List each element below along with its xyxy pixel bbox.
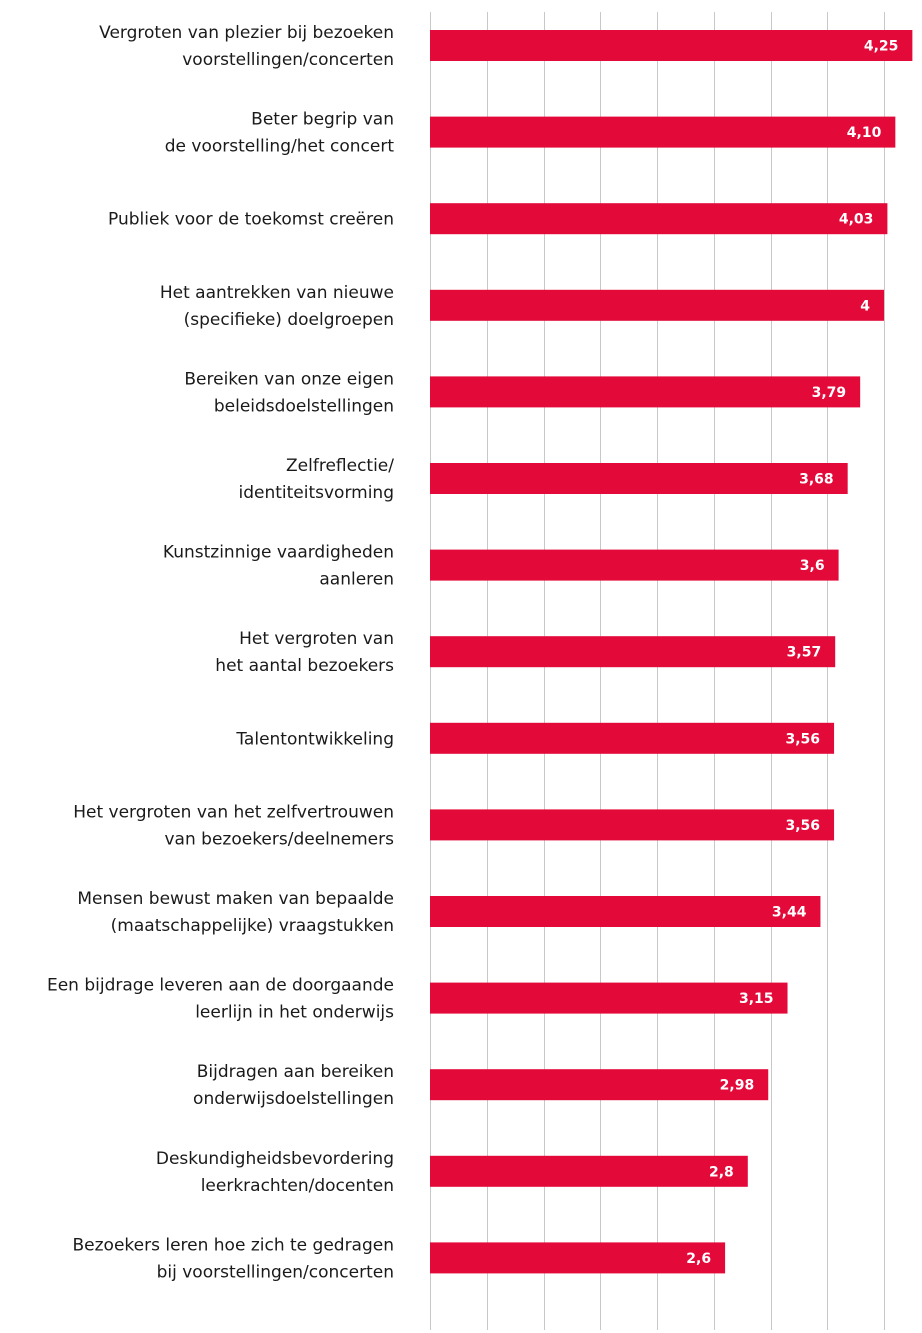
bar [430, 116, 896, 148]
bar [430, 722, 835, 754]
category-label: Het vergroten van het zelfvertrouwen [73, 802, 394, 822]
bar [430, 549, 839, 581]
category-label: Talentontwikkeling [235, 729, 394, 749]
bar-value-label: 4,03 [839, 212, 874, 228]
category-label: leerkrachten/docenten [201, 1176, 394, 1196]
bar [430, 809, 835, 841]
category-label: Een bijdrage leveren aan de doorgaande [47, 976, 394, 996]
category-label: voorstellingen/concerten [182, 50, 394, 70]
bar-value-label: 4 [860, 298, 870, 314]
bar-value-label: 4,25 [864, 39, 899, 55]
category-label: (maatschappelijke) vraagstukken [111, 916, 394, 936]
bar-value-label: 2,98 [720, 1078, 755, 1094]
bar [430, 982, 788, 1014]
category-label: de voorstelling/het concert [165, 137, 395, 157]
bar-value-label: 3,68 [799, 472, 834, 488]
category-label: Het vergroten van [239, 629, 394, 649]
bars: 4,25 4,10 4,03 4 3,79 3,68 3,6 3,57 3,56 3,56 3,44… [430, 30, 913, 1274]
bar-value-label: 3,57 [787, 645, 822, 661]
category-label: Mensen bewust maken van bepaalde [77, 889, 394, 909]
category-label: Bijdragen aan bereiken [197, 1062, 394, 1082]
category-label: Bereiken van onze eigen [184, 369, 394, 389]
category-label: bij voorstellingen/concerten [157, 1262, 394, 1282]
bar-value-label: 3,6 [800, 558, 825, 574]
bar [430, 203, 888, 235]
bar [430, 376, 861, 408]
bar-value-label: 2,6 [686, 1251, 711, 1267]
bar [430, 1155, 748, 1187]
category-label: Deskundigheidsbevordering [156, 1149, 394, 1169]
category-label: Het aantrekken van nieuwe [160, 283, 394, 303]
bar [430, 636, 836, 668]
bar-value-label: 3,56 [786, 731, 821, 747]
category-label: leerlijn in het onderwijs [195, 1003, 394, 1023]
bar-value-label: 3,44 [772, 905, 807, 921]
bar [430, 1242, 726, 1274]
category-label: Zelfreflectie/ [286, 456, 394, 476]
bar [430, 1069, 769, 1101]
category-label: (specifieke) doelgroepen [184, 310, 394, 330]
bar-value-label: 2,8 [709, 1164, 734, 1180]
bar-value-label: 4,10 [847, 125, 882, 141]
bar [430, 30, 913, 61]
bar [430, 289, 884, 321]
category-label: het aantal bezoekers [215, 656, 394, 676]
category-label: aanleren [319, 570, 394, 590]
category-label: Vergroten van plezier bij bezoeken [99, 23, 394, 43]
bar-value-label: 3,15 [739, 991, 774, 1007]
category-labels: Vergroten van plezier bij bezoeken voorst… [47, 23, 394, 1282]
category-label: Bezoekers leren hoe zich te gedragen [73, 1235, 395, 1255]
category-label: identiteitsvorming [238, 483, 394, 503]
bar [430, 463, 848, 494]
category-label: van bezoekers/deelnemers [165, 829, 395, 849]
category-label: onderwijsdoelstellingen [193, 1089, 394, 1109]
category-label: beleidsdoelstellingen [214, 396, 394, 416]
bar-value-label: 3,56 [786, 818, 821, 834]
bar-value-label: 3,79 [812, 385, 847, 401]
category-label: Kunstzinnige vaardigheden [163, 543, 394, 563]
bar [430, 896, 821, 927]
category-label: Publiek voor de toekomst creëren [108, 210, 394, 230]
category-label: Beter begrip van [251, 110, 394, 130]
